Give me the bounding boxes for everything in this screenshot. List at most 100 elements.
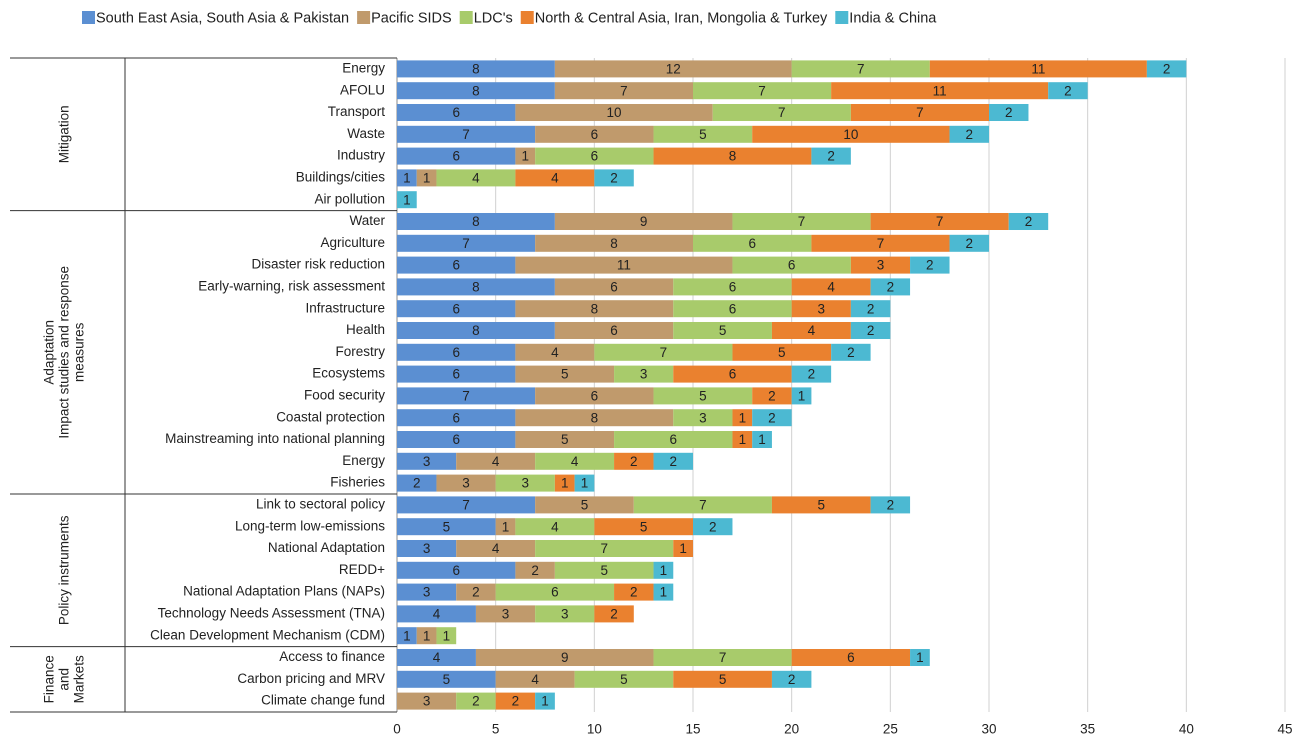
bar-segment — [535, 387, 654, 405]
data-label: 6 — [670, 432, 678, 447]
data-label: 2 — [827, 149, 835, 164]
x-tick-label: 45 — [1277, 722, 1292, 737]
x-tick-label: 10 — [587, 722, 602, 737]
data-label: 3 — [522, 476, 530, 491]
bar-segment — [554, 474, 575, 492]
category-label: Waste — [347, 126, 385, 141]
category-label: Forestry — [335, 344, 385, 359]
bar-segment — [732, 409, 753, 427]
data-label: 2 — [630, 454, 638, 469]
data-label: 6 — [452, 258, 460, 273]
bar-segment — [791, 300, 851, 318]
category-label: Climate change fund — [261, 693, 385, 708]
bar-segment — [752, 125, 950, 143]
group-label: and — [57, 668, 72, 691]
bar-segment — [949, 234, 989, 252]
bar-segment — [554, 60, 792, 78]
category-label: Access to finance — [279, 649, 385, 664]
data-label: 1 — [916, 650, 924, 665]
data-label: 2 — [630, 585, 638, 600]
data-label: 6 — [748, 236, 756, 251]
bar-segment — [594, 169, 634, 187]
x-tick-label: 20 — [784, 722, 799, 737]
bar-segment — [456, 539, 536, 558]
bar-segment — [910, 256, 950, 274]
bar-segment — [397, 561, 516, 579]
data-label: 11 — [1031, 61, 1045, 76]
bar-segment — [831, 82, 1049, 100]
data-label: 2 — [847, 345, 855, 360]
data-label: 6 — [452, 301, 460, 316]
bar-segment — [397, 82, 555, 100]
data-label: 1 — [423, 628, 431, 643]
data-label: 2 — [472, 585, 480, 600]
data-label: 3 — [423, 541, 431, 556]
data-label: 11 — [617, 258, 631, 273]
bar-segment — [495, 518, 516, 536]
legend-swatch — [835, 11, 849, 24]
bar-segment — [397, 234, 536, 252]
bar-segment — [614, 430, 733, 449]
category-label: Disaster risk reduction — [251, 257, 385, 272]
data-label: 6 — [452, 149, 460, 164]
data-label: 5 — [778, 345, 786, 360]
bar-segment — [397, 627, 417, 645]
data-label: 4 — [531, 672, 539, 687]
data-label: 6 — [591, 388, 599, 403]
data-label: 10 — [607, 105, 622, 120]
bar-segment — [712, 103, 851, 122]
bar-segment — [515, 256, 733, 274]
data-label: 6 — [610, 279, 618, 294]
data-label: 5 — [699, 388, 707, 403]
data-label: 7 — [600, 541, 608, 556]
category-label: Water — [349, 213, 385, 228]
x-tick-label: 0 — [393, 722, 401, 737]
group-label: Impact studies and response — [57, 266, 72, 439]
bar-segment — [397, 212, 555, 231]
category-label: AFOLU — [340, 82, 385, 97]
data-label: 6 — [847, 650, 855, 665]
bar-segment — [653, 147, 812, 165]
data-label: 3 — [423, 694, 431, 709]
data-label: 10 — [843, 127, 858, 142]
data-label: 1 — [443, 628, 451, 643]
group-label: Adaptation — [42, 320, 57, 385]
data-label: 2 — [768, 410, 776, 425]
data-label: 2 — [610, 170, 618, 185]
category-label: Link to sectoral policy — [256, 496, 385, 511]
data-label: 6 — [452, 367, 460, 382]
bar-segment — [870, 278, 911, 296]
bar-segment — [515, 409, 674, 427]
data-label: 5 — [620, 672, 628, 687]
data-label: 5 — [600, 563, 608, 578]
data-label: 11 — [933, 83, 947, 98]
data-label: 5 — [640, 519, 648, 534]
data-label: 1 — [660, 563, 668, 578]
data-label: 3 — [877, 258, 885, 273]
bar-segment — [397, 191, 417, 209]
data-label: 1 — [739, 432, 747, 447]
legend-swatch — [459, 11, 473, 24]
bar-segment — [554, 82, 693, 100]
bar-segment — [693, 234, 812, 252]
data-label: 5 — [443, 519, 451, 534]
legend-label: LDC's — [474, 10, 513, 26]
bar-segment — [535, 147, 654, 165]
bar-segment — [397, 169, 417, 187]
data-label: 7 — [758, 83, 766, 98]
category-label: Early-warning, risk assessment — [198, 278, 385, 293]
data-label: 7 — [798, 214, 806, 229]
bar-segment — [673, 321, 772, 340]
data-label: 3 — [502, 606, 510, 621]
bar-segment — [771, 321, 851, 340]
bar-segment — [535, 452, 615, 470]
category-label: National Adaptation — [268, 540, 385, 555]
data-label: 3 — [423, 454, 431, 469]
bar-segment — [554, 561, 654, 579]
bar-segment — [397, 256, 516, 274]
data-label: 4 — [472, 170, 480, 185]
legend-label: South East Asia, South Asia & Pakistan — [96, 10, 349, 26]
bar-segment — [495, 692, 536, 710]
data-label: 2 — [512, 694, 520, 709]
bar-segment — [397, 518, 496, 536]
